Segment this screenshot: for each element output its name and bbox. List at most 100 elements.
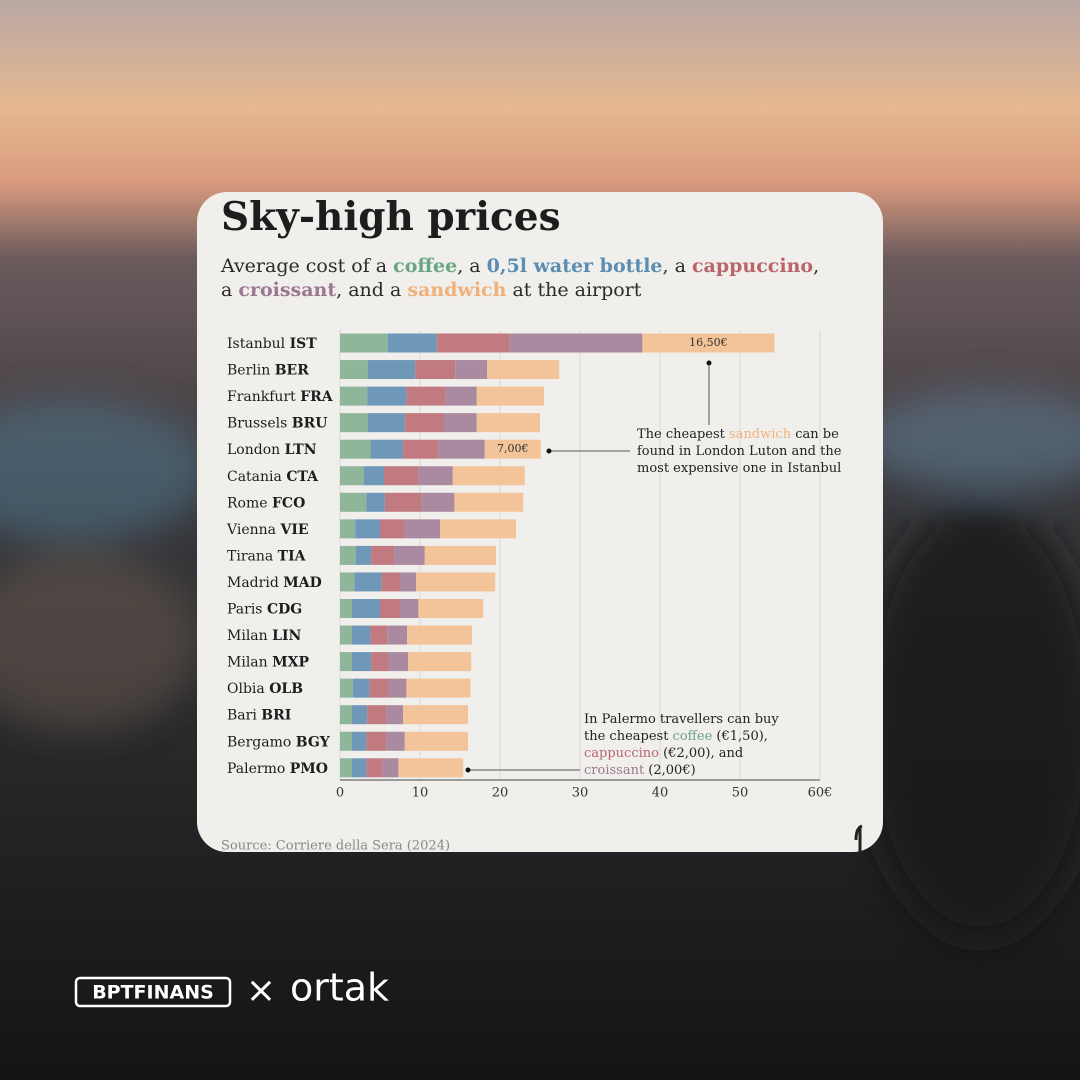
bar-segment: [388, 333, 437, 353]
subtitle-text: , a: [457, 255, 486, 277]
source: Source: Corriere della Sera (2024): [221, 839, 450, 854]
chart: Sky-high prices Average cost of a coffee…: [220, 194, 842, 854]
bar-segment: [440, 519, 516, 539]
card: Sky-high prices Average cost of a coffee…: [197, 192, 883, 854]
subtitle-text: ,: [813, 255, 819, 277]
y-tick-label: Paris CDG: [227, 602, 302, 618]
y-tick-label: Milan LIN: [227, 628, 302, 644]
bar-segment: [416, 572, 496, 592]
bar-segment: [444, 413, 477, 433]
bar-segment: [487, 360, 560, 380]
bar-segment: [368, 360, 416, 380]
annotation-text: (€1,50),: [712, 729, 768, 744]
bar-segment: [340, 731, 352, 751]
annotation-text: croissant: [584, 763, 645, 778]
bar-segment: [418, 599, 484, 618]
background-blur: [0, 390, 1080, 940]
bar-segment: [403, 705, 468, 725]
y-tick-label: Olbia OLB: [227, 681, 303, 697]
bar-segment: [404, 519, 440, 539]
bar-segment: [384, 466, 419, 486]
bar-segment: [380, 599, 400, 618]
bar-segment: [421, 492, 455, 512]
bar-segment: [369, 678, 388, 698]
annotation-text: found in London Luton and the: [637, 444, 842, 459]
bar-segment: [406, 678, 471, 698]
bar-segment: [415, 360, 456, 380]
brand-right: ortak: [290, 966, 389, 1010]
bar-segment: [340, 758, 352, 778]
annotation: In Palermo travellers can buy: [584, 712, 779, 727]
chart-subtitle: Average cost of a coffee, a 0,5l water b…: [220, 255, 819, 277]
y-tick-label: Rome FCO: [227, 495, 305, 511]
bar-segment: [394, 545, 425, 565]
x-tick-label: 40: [652, 786, 669, 801]
legend-entry: cappuccino: [692, 255, 813, 277]
bar-segment: [509, 333, 643, 353]
bar-segment: [340, 413, 368, 433]
bar-segment: [407, 625, 472, 645]
bar-segment: [366, 731, 387, 751]
bar-segment: [388, 652, 408, 672]
branding: BPTFINANS × ortak: [74, 966, 389, 1011]
legend-entry: sandwich: [407, 279, 506, 301]
bar-segment: [340, 466, 364, 486]
annotation-text: most expensive one in Istanbul: [637, 461, 841, 476]
bar-segment: [340, 360, 368, 380]
subtitle-text: , a: [663, 255, 692, 277]
y-tick-label: Frankfurt FRA: [227, 389, 334, 405]
bar-segment: [371, 652, 388, 672]
annotation-text: The cheapest: [637, 427, 729, 442]
annotation: the cheapest coffee (€1,50),: [584, 729, 768, 744]
y-tick-label: Palermo PMO: [227, 761, 328, 777]
annotation-text: In Palermo travellers can buy: [584, 712, 779, 727]
bar-segment: [386, 731, 405, 751]
bar-segment: [340, 599, 352, 618]
y-tick-label: Tirana TIA: [227, 548, 307, 564]
data-label: 16,50€: [689, 336, 728, 349]
subtitle-text: a: [221, 279, 238, 301]
bar-segment: [340, 625, 352, 645]
subtitle-text: Average cost of a: [220, 255, 393, 277]
bar-segment: [388, 678, 407, 698]
annotation-text: sandwich: [729, 427, 792, 442]
y-tick-label: Catania CTA: [227, 469, 319, 485]
bar-segment: [642, 333, 775, 353]
bar-segment: [367, 386, 407, 406]
bar-segment: [424, 545, 496, 565]
bar-segment: [366, 758, 383, 778]
bar-segment: [352, 652, 372, 672]
bar-segment: [340, 333, 388, 353]
bar-segment: [408, 652, 472, 672]
annotation-text: can be: [791, 427, 839, 442]
x-tick-label: 10: [412, 786, 429, 801]
annotation-dot: [546, 448, 552, 454]
bar-segment: [371, 545, 395, 565]
annotation-text: coffee: [673, 729, 713, 744]
bar-segment: [404, 413, 444, 433]
y-tick-label: Vienna VIE: [226, 522, 309, 538]
subtitle-text: at the airport: [506, 279, 641, 301]
bar-segment: [352, 678, 370, 698]
bar-segment: [455, 360, 488, 380]
bar-segment: [340, 492, 367, 512]
bar-segment: [418, 466, 453, 486]
brand-box: [74, 976, 232, 1008]
bar-segment: [340, 572, 355, 592]
bar-segment: [366, 492, 385, 512]
bar-segment: [386, 705, 404, 725]
chart-title: Sky-high prices: [221, 194, 561, 240]
bar-segment: [436, 333, 510, 353]
bar-segment: [370, 625, 388, 645]
bar-segment: [340, 386, 368, 406]
annotation-text: (2,00€): [644, 763, 696, 778]
annotation-text: cappuccino: [584, 746, 659, 761]
bar-segment: [384, 492, 422, 512]
bar-segment: [387, 625, 408, 645]
bar-segment: [400, 599, 419, 618]
bar-segment: [400, 572, 416, 592]
bar-segment: [340, 519, 356, 539]
bar-segment: [484, 439, 541, 459]
y-tick-label: Milan MXP: [227, 655, 309, 671]
x-tick-label: 50: [732, 786, 749, 801]
